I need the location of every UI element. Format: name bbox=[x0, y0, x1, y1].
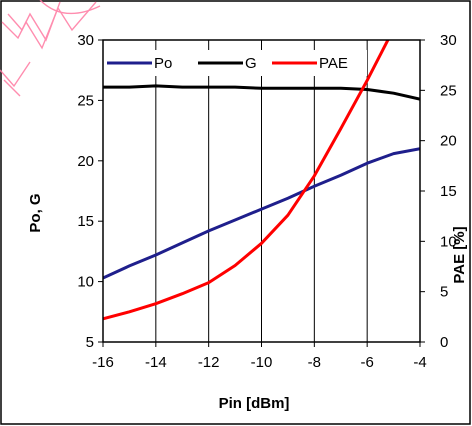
y-right-tick-label: 15 bbox=[440, 183, 457, 200]
y-left-tick-label: 15 bbox=[77, 213, 94, 230]
x-tick-label: -8 bbox=[308, 354, 321, 371]
series-line-g bbox=[103, 84, 420, 101]
y-left-tick-label: 10 bbox=[77, 274, 94, 291]
y-right-tick-label: 10 bbox=[440, 233, 457, 250]
y-right-tick-label: 20 bbox=[440, 133, 457, 150]
plot-area: -16 -14 -12 -10 -8 -6 -4 5 10 15 20 25 30 0 5 10 15 20 25 3… bbox=[77, 32, 457, 371]
x-tick-label: -10 bbox=[251, 354, 273, 371]
series-line-pae bbox=[103, 40, 390, 321]
y-axis-title-left: Po, G bbox=[27, 193, 44, 232]
x-tick-label: -16 bbox=[92, 354, 114, 371]
y-axis-title-right: PAE [%] bbox=[451, 226, 468, 283]
legend-label-po: Po bbox=[154, 55, 172, 72]
x-tick-label: -14 bbox=[145, 354, 167, 371]
x-tick-label: -12 bbox=[198, 354, 220, 371]
y-left-tick-label: 25 bbox=[77, 92, 94, 109]
series-line-po bbox=[103, 147, 420, 280]
y-left-tick-label: 20 bbox=[77, 153, 94, 170]
y-right-tick-label: 5 bbox=[440, 284, 448, 301]
legend: Po G PAE bbox=[105, 50, 367, 76]
x-tick-label: -6 bbox=[360, 354, 373, 371]
y-right-tick-label: 0 bbox=[440, 334, 448, 351]
watermark-icon bbox=[0, 0, 101, 97]
legend-label-pae: PAE bbox=[319, 55, 348, 72]
x-tick-label: -4 bbox=[413, 354, 426, 371]
y-left-tick-label: 30 bbox=[77, 32, 94, 49]
x-axis-title: Pin [dBm] bbox=[219, 395, 290, 412]
legend-label-g: G bbox=[245, 55, 257, 72]
y-right-tick-label: 30 bbox=[440, 32, 457, 49]
y-left-tick-label: 5 bbox=[86, 334, 94, 351]
y-right-tick-label: 25 bbox=[440, 82, 457, 99]
